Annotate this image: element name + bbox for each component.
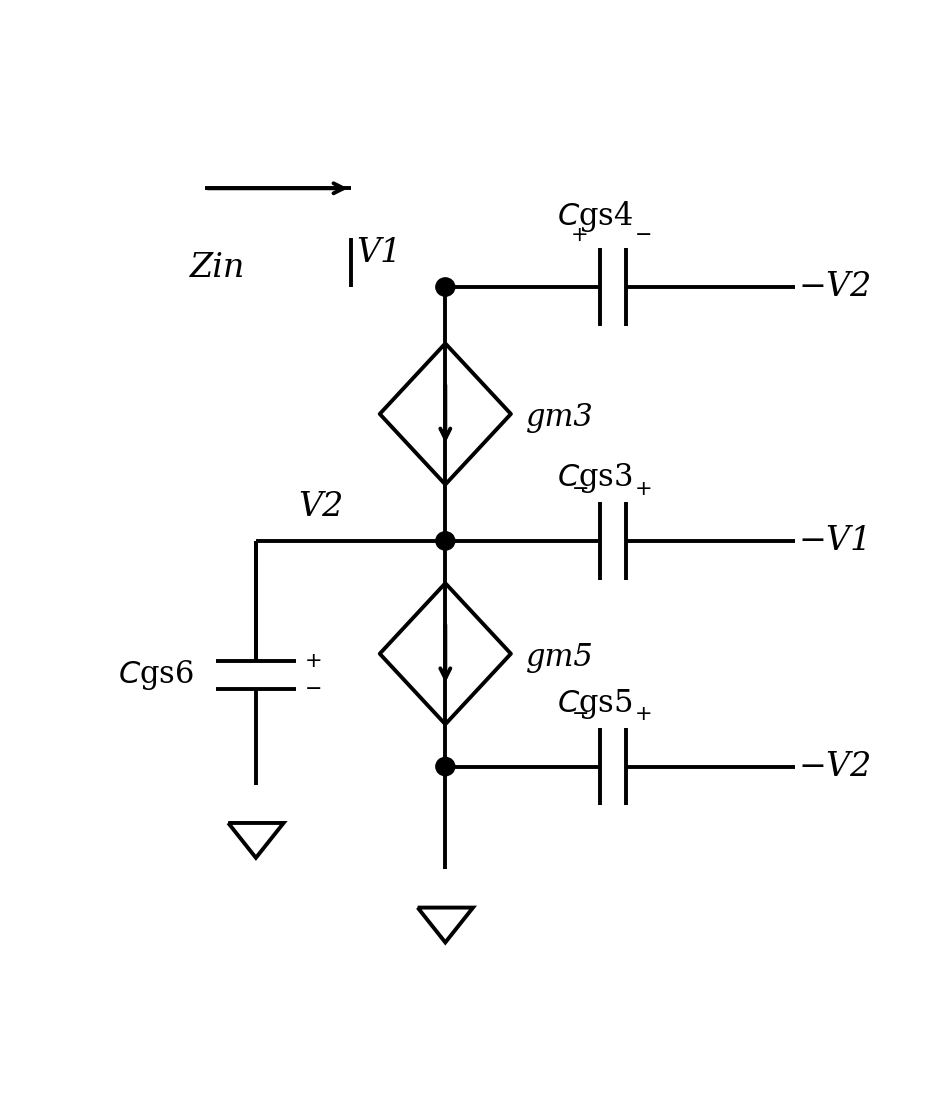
Text: +: + <box>634 704 652 724</box>
Text: −V1: −V1 <box>799 525 872 557</box>
Circle shape <box>436 532 455 551</box>
Text: $\it{C}$gs3: $\it{C}$gs3 <box>556 462 633 495</box>
Text: V1: V1 <box>356 237 401 269</box>
Circle shape <box>436 278 455 297</box>
Text: V2: V2 <box>298 491 343 523</box>
Text: −V2: −V2 <box>799 271 872 303</box>
Text: −: − <box>572 704 588 724</box>
Text: −: − <box>305 679 322 699</box>
Text: −V2: −V2 <box>799 751 872 782</box>
Text: gm5: gm5 <box>525 642 593 673</box>
Text: $\it{C}$gs5: $\it{C}$gs5 <box>556 687 633 721</box>
Text: −: − <box>572 478 588 499</box>
Text: +: + <box>572 224 588 245</box>
Text: $\it{C}$gs6: $\it{C}$gs6 <box>118 658 194 692</box>
Circle shape <box>436 757 455 776</box>
Text: Zin: Zin <box>191 252 245 284</box>
Text: gm3: gm3 <box>525 402 593 433</box>
Text: −: − <box>634 224 652 245</box>
Text: +: + <box>634 478 652 499</box>
Text: $\it{C}$gs4: $\it{C}$gs4 <box>556 199 633 234</box>
Text: +: + <box>305 651 322 670</box>
